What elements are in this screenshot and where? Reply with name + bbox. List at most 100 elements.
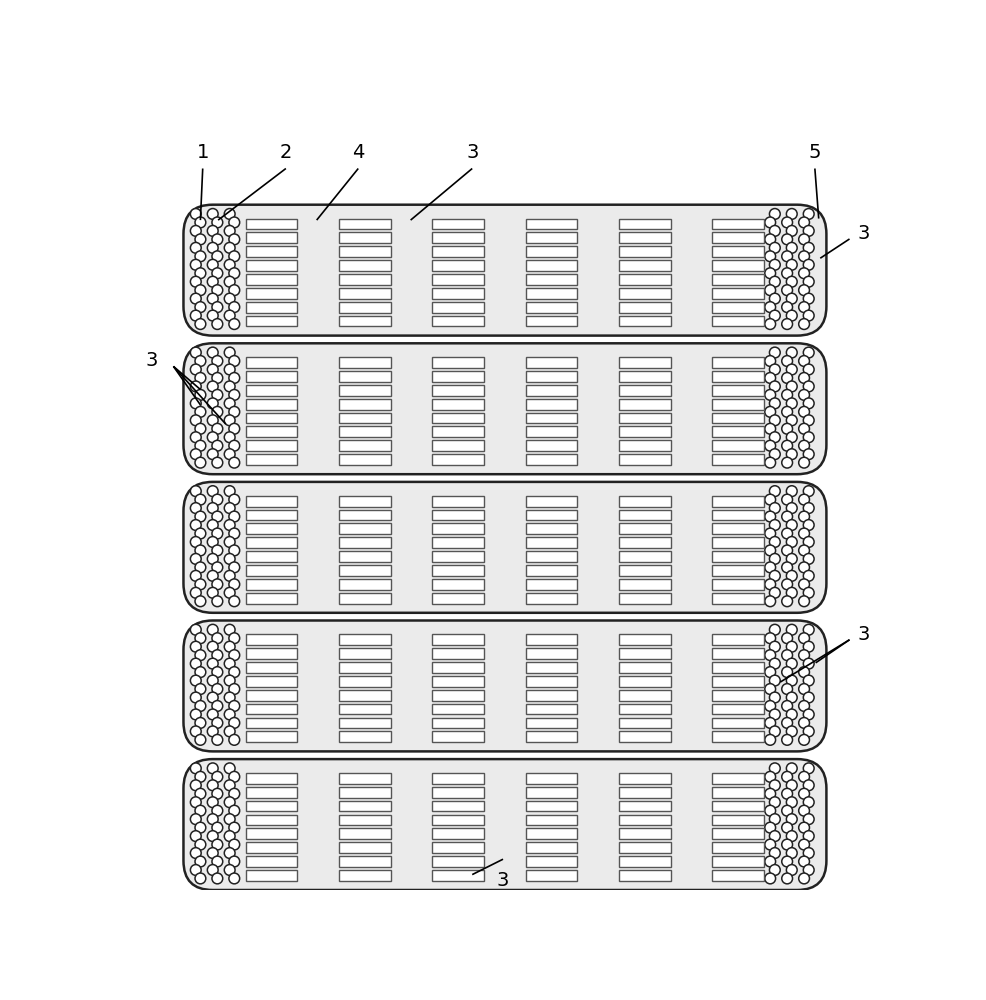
- Bar: [713, 413, 764, 423]
- Bar: [526, 274, 578, 285]
- Circle shape: [765, 771, 776, 782]
- Circle shape: [212, 302, 223, 312]
- Circle shape: [190, 537, 201, 547]
- Bar: [619, 426, 670, 437]
- Circle shape: [207, 624, 218, 635]
- Bar: [713, 302, 764, 312]
- Circle shape: [190, 865, 201, 875]
- Circle shape: [190, 570, 201, 581]
- Circle shape: [782, 545, 793, 556]
- Bar: [619, 537, 670, 548]
- Bar: [246, 870, 298, 881]
- Circle shape: [190, 675, 201, 686]
- Circle shape: [207, 520, 218, 530]
- Circle shape: [190, 381, 201, 392]
- Circle shape: [787, 293, 797, 304]
- Circle shape: [804, 554, 814, 564]
- Bar: [246, 856, 298, 867]
- Circle shape: [804, 587, 814, 598]
- Circle shape: [224, 692, 235, 703]
- Bar: [619, 523, 670, 534]
- Bar: [619, 704, 670, 714]
- Circle shape: [229, 734, 240, 745]
- Circle shape: [765, 718, 776, 728]
- Circle shape: [190, 709, 201, 720]
- Circle shape: [799, 406, 810, 417]
- Circle shape: [765, 684, 776, 694]
- Circle shape: [212, 528, 223, 539]
- Bar: [526, 718, 578, 728]
- Text: 3: 3: [857, 625, 870, 644]
- Bar: [619, 385, 670, 396]
- Bar: [433, 385, 484, 396]
- Circle shape: [804, 780, 814, 791]
- Circle shape: [782, 718, 793, 728]
- Bar: [713, 454, 764, 465]
- Circle shape: [804, 293, 814, 304]
- Bar: [713, 718, 764, 728]
- Circle shape: [782, 373, 793, 383]
- Circle shape: [787, 831, 797, 841]
- Bar: [339, 718, 390, 728]
- Circle shape: [224, 449, 235, 460]
- Bar: [619, 662, 670, 673]
- Circle shape: [212, 356, 223, 366]
- Bar: [713, 815, 764, 825]
- Circle shape: [212, 423, 223, 434]
- Circle shape: [229, 494, 240, 505]
- Bar: [619, 718, 670, 728]
- Circle shape: [195, 684, 206, 694]
- Bar: [619, 274, 670, 285]
- Circle shape: [769, 347, 780, 358]
- Circle shape: [229, 389, 240, 400]
- Bar: [433, 842, 484, 853]
- Circle shape: [782, 771, 793, 782]
- Bar: [619, 815, 670, 825]
- Bar: [246, 731, 298, 742]
- Circle shape: [229, 511, 240, 522]
- Bar: [713, 523, 764, 534]
- Circle shape: [765, 545, 776, 556]
- Circle shape: [229, 873, 240, 884]
- Bar: [246, 704, 298, 714]
- Circle shape: [212, 650, 223, 661]
- Circle shape: [769, 381, 780, 392]
- Circle shape: [765, 562, 776, 573]
- Bar: [433, 856, 484, 867]
- Circle shape: [207, 293, 218, 304]
- Circle shape: [799, 511, 810, 522]
- Bar: [433, 828, 484, 839]
- Circle shape: [207, 554, 218, 564]
- Circle shape: [799, 839, 810, 850]
- Circle shape: [799, 251, 810, 262]
- Bar: [246, 510, 298, 520]
- Circle shape: [804, 381, 814, 392]
- Circle shape: [804, 570, 814, 581]
- Circle shape: [787, 276, 797, 287]
- Bar: [339, 787, 390, 798]
- Bar: [246, 579, 298, 590]
- Circle shape: [769, 797, 780, 808]
- FancyBboxPatch shape: [183, 759, 826, 890]
- Circle shape: [782, 734, 793, 745]
- Circle shape: [804, 415, 814, 426]
- Circle shape: [195, 440, 206, 451]
- Circle shape: [787, 432, 797, 443]
- Circle shape: [224, 675, 235, 686]
- Bar: [619, 593, 670, 604]
- Bar: [246, 842, 298, 853]
- Circle shape: [212, 771, 223, 782]
- Circle shape: [804, 347, 814, 358]
- Circle shape: [765, 701, 776, 711]
- Text: 4: 4: [352, 143, 365, 162]
- Bar: [619, 454, 670, 465]
- Circle shape: [769, 641, 780, 652]
- Circle shape: [787, 587, 797, 598]
- Bar: [433, 634, 484, 645]
- Circle shape: [799, 684, 810, 694]
- Circle shape: [190, 520, 201, 530]
- Circle shape: [207, 726, 218, 737]
- Circle shape: [782, 406, 793, 417]
- Text: 2: 2: [280, 143, 292, 162]
- Circle shape: [195, 319, 206, 329]
